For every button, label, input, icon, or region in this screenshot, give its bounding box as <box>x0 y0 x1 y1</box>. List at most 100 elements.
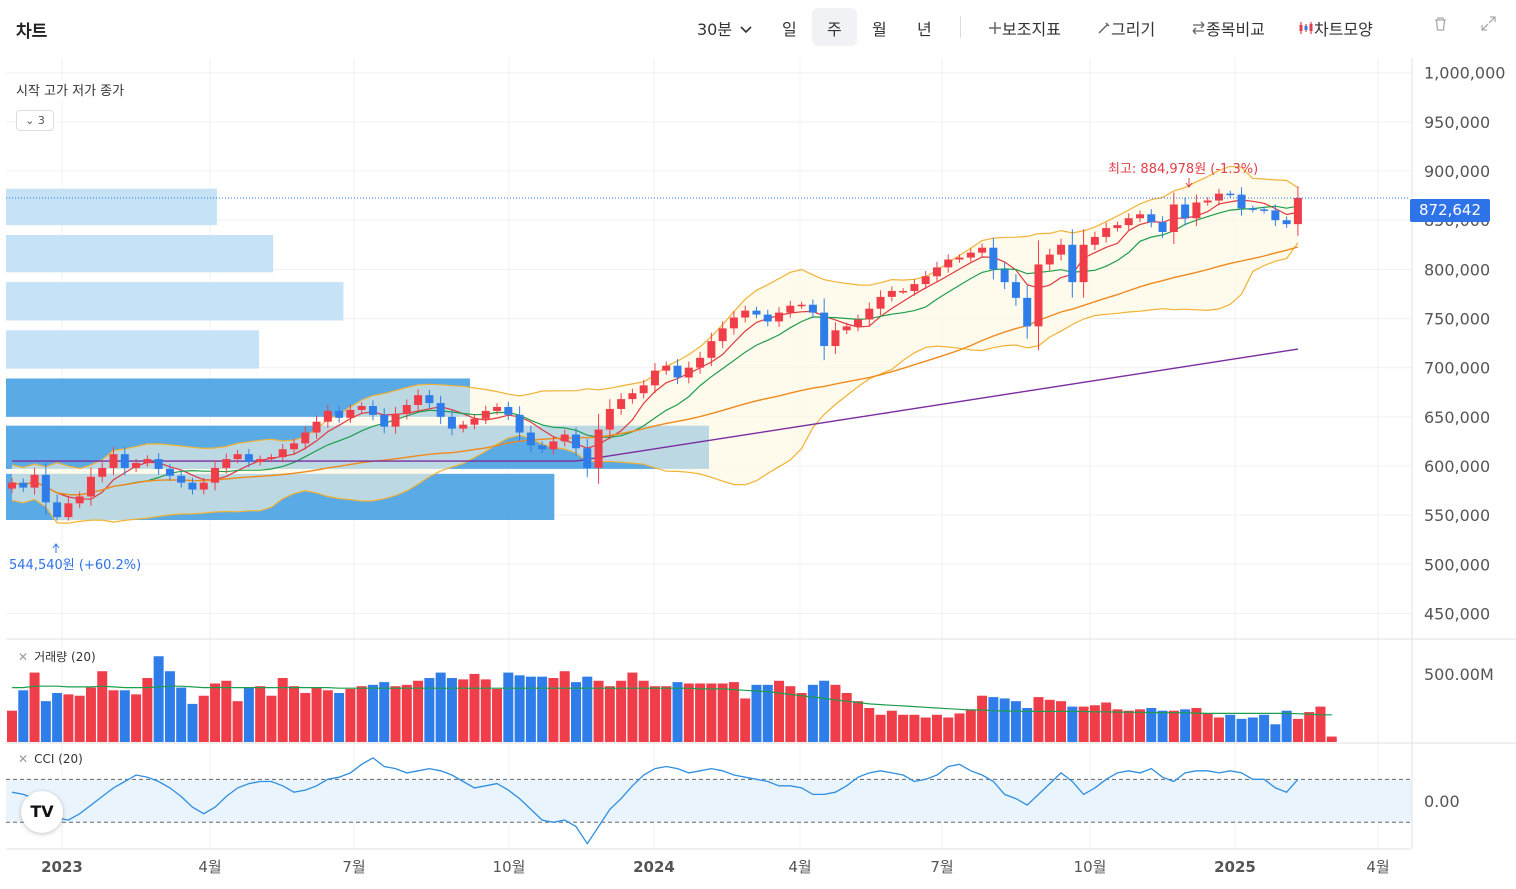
volume-bar <box>965 709 976 742</box>
period-month-button[interactable]: 월 <box>872 20 887 39</box>
candle-body <box>1271 210 1280 221</box>
volume-bar <box>616 680 627 742</box>
candle-body <box>1169 204 1178 232</box>
volume-bar <box>210 683 221 742</box>
volume-bar <box>29 672 40 742</box>
candle-body <box>470 418 479 425</box>
volume-bar <box>142 678 153 742</box>
candle-body <box>459 424 468 429</box>
candle-body <box>729 317 738 329</box>
interval-label: 30분 <box>697 20 733 39</box>
volume-bar <box>1022 707 1033 742</box>
volume-bar <box>638 680 649 742</box>
candle-body <box>177 475 186 483</box>
candle-body <box>1045 254 1054 265</box>
close-icon[interactable]: ✕ <box>18 650 29 664</box>
volume-bar <box>627 672 638 742</box>
candle-body <box>910 284 919 291</box>
candle-body <box>1136 214 1144 219</box>
indicators-button[interactable]: 보조지표 <box>988 16 1061 40</box>
time-tick-label: 7월 <box>342 858 365 876</box>
volume-bar <box>807 684 818 742</box>
volume-bar <box>886 710 897 742</box>
candle-body <box>447 416 456 429</box>
cci-pane-label: ✕ CCI (20) <box>18 752 87 766</box>
candle-body <box>515 414 524 433</box>
volume-bar <box>492 688 503 742</box>
candle-body <box>526 432 535 446</box>
volume-bar <box>593 680 604 742</box>
candle-body <box>617 399 626 409</box>
volume-bar <box>1236 718 1247 742</box>
indicator-count: 3 <box>37 114 45 127</box>
volume-bar <box>548 678 559 742</box>
volume-bar <box>537 676 548 742</box>
candle-body <box>741 310 750 318</box>
indicators-label: 보조지표 <box>1002 20 1061 39</box>
volume-profile-row <box>6 234 274 273</box>
period-week-button[interactable]: 주 <box>827 20 842 39</box>
candle-body <box>19 482 28 488</box>
candle-body <box>233 454 242 460</box>
candle-body <box>1260 209 1269 211</box>
volume-bar <box>52 693 63 742</box>
candle-body <box>1282 220 1291 225</box>
high-annotation: 최고: 884,978원 (-1.3%) <box>1108 162 1259 177</box>
time-tick-label: 10월 <box>1074 858 1107 876</box>
price-tick-label: 800,000 <box>1424 260 1490 279</box>
price-tick-label: 900,000 <box>1424 162 1490 181</box>
volume-bar <box>1292 718 1303 742</box>
period-day-button[interactable]: 일 <box>782 20 797 39</box>
drawing-button[interactable]: 그리기 <box>1097 16 1155 40</box>
volume-bar <box>988 697 999 742</box>
bollinger-fill <box>12 166 1298 524</box>
volume-bar <box>1056 701 1067 742</box>
compare-button[interactable]: 종목비교 <box>1191 16 1265 40</box>
volume-bar <box>728 682 739 742</box>
axes: 450,000 500,000 550,000 600,000 650,000 700,0… <box>6 58 1516 876</box>
indicator-toggle[interactable]: ⌄ 3 <box>16 110 54 131</box>
trash-icon[interactable] <box>1433 16 1448 36</box>
period-year-button[interactable]: 년 <box>917 20 932 39</box>
candle-body <box>380 414 389 427</box>
interval-select[interactable]: 30분 <box>697 16 753 40</box>
volume-bar <box>1259 714 1270 742</box>
price-tick-label: 750,000 <box>1424 310 1490 329</box>
volume-tick-label: 500.00M <box>1424 665 1494 684</box>
volume-bar <box>379 682 390 742</box>
volume-param: (20) <box>71 650 96 664</box>
volume-bar <box>176 687 187 742</box>
volume-bar <box>999 698 1010 742</box>
expand-icon[interactable] <box>1481 16 1496 35</box>
candle-body <box>504 406 513 415</box>
candle-body <box>98 467 107 477</box>
candle-body <box>605 408 614 430</box>
volume-bar <box>1067 706 1078 742</box>
volume-ma-line <box>12 685 1332 716</box>
price-tick-label: 1,000,000 <box>1424 64 1505 83</box>
volume-bar <box>311 687 322 742</box>
volume-bar <box>525 676 536 742</box>
price-tick-label: 450,000 <box>1424 604 1490 623</box>
candle-body <box>154 459 163 469</box>
close-icon[interactable]: ✕ <box>18 752 29 766</box>
time-tick-label: 7월 <box>930 858 953 876</box>
candle-body <box>538 445 547 450</box>
volume-bar <box>334 693 345 742</box>
volume-bar <box>514 675 525 742</box>
chart-style-button[interactable]: 차트모양 <box>1299 16 1373 40</box>
volume-bar <box>604 686 615 742</box>
volume-bar <box>187 703 198 742</box>
candle-body <box>944 259 953 268</box>
volume-bar <box>40 701 51 742</box>
volume-bar <box>1044 699 1055 742</box>
candle-body <box>966 252 975 258</box>
candle-body <box>955 257 964 260</box>
time-tick-label: 4월 <box>198 858 221 876</box>
current-price-tag: 872,642 <box>1410 199 1490 222</box>
candle-body <box>549 441 558 450</box>
volume-bar <box>1270 724 1281 742</box>
volume-bar <box>119 690 130 742</box>
